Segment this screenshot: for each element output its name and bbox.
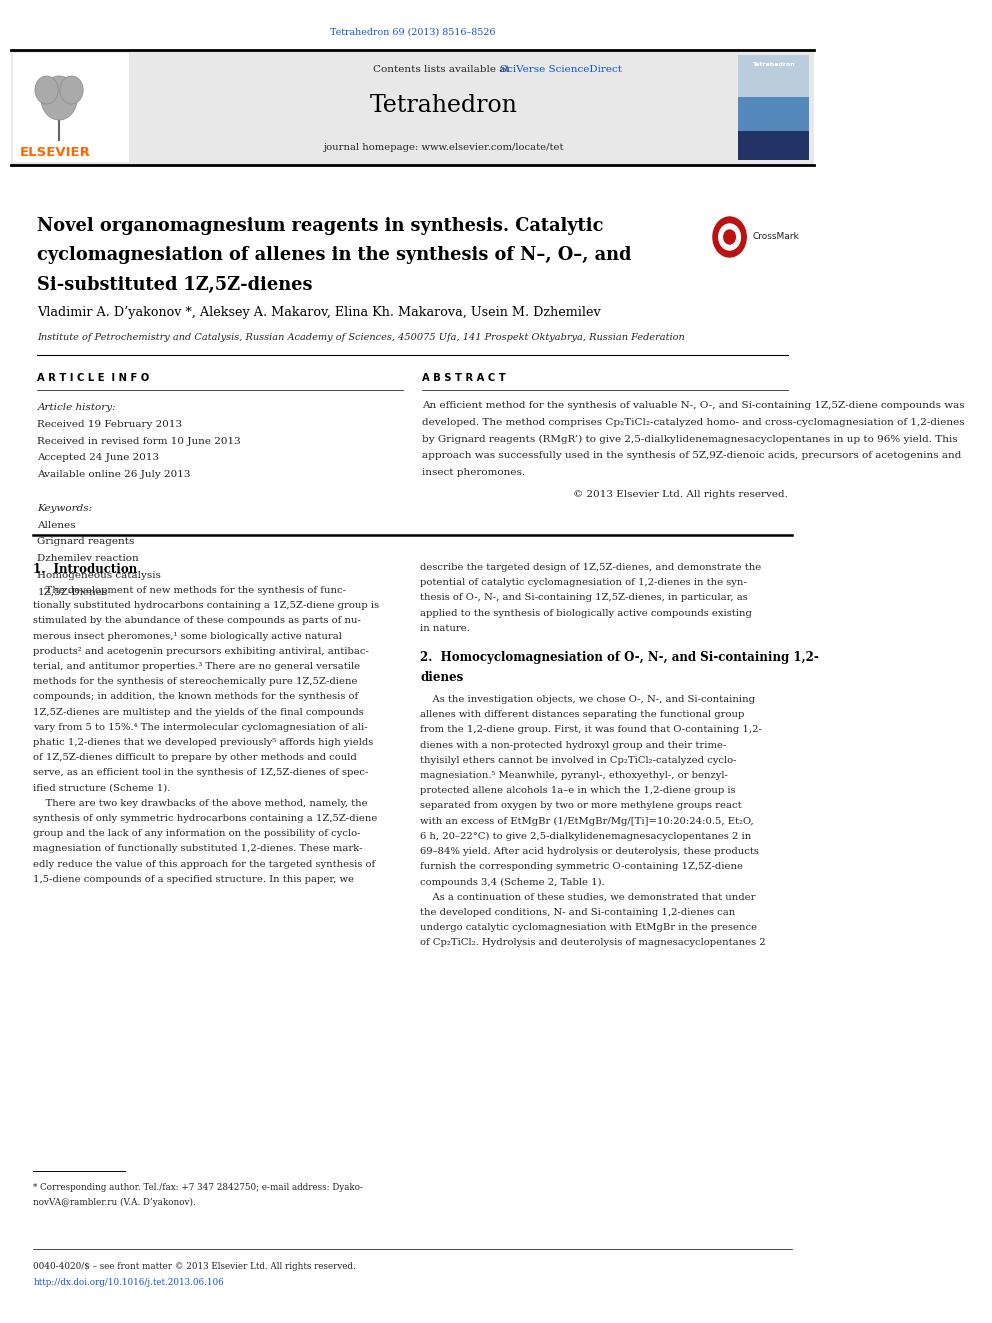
Circle shape <box>713 217 746 257</box>
Text: terial, and antitumor properties.³ There are no general versatile: terial, and antitumor properties.³ There… <box>34 662 360 671</box>
Text: edly reduce the value of this approach for the targeted synthesis of: edly reduce the value of this approach f… <box>34 860 376 869</box>
Text: serve, as an efficient tool in the synthesis of 1Z,5Z-dienes of spec-: serve, as an efficient tool in the synth… <box>34 769 369 778</box>
Text: Received 19 February 2013: Received 19 February 2013 <box>38 419 183 429</box>
Text: methods for the synthesis of stereochemically pure 1Z,5Z-diene: methods for the synthesis of stereochemi… <box>34 677 358 687</box>
Text: approach was successfully used in the synthesis of 5Z,9Z-dienoic acids, precurso: approach was successfully used in the sy… <box>422 451 961 460</box>
Text: As the investigation objects, we chose O-, N-, and Si-containing: As the investigation objects, we chose O… <box>421 695 755 704</box>
Text: Contents lists available at: Contents lists available at <box>373 66 513 74</box>
Text: insect pheromones.: insect pheromones. <box>422 468 525 478</box>
Circle shape <box>719 224 740 250</box>
Text: potential of catalytic cyclomagnesiation of 1,2-dienes in the syn-: potential of catalytic cyclomagnesiation… <box>421 578 747 587</box>
Text: http://dx.doi.org/10.1016/j.tet.2013.06.106: http://dx.doi.org/10.1016/j.tet.2013.06.… <box>34 1278 224 1287</box>
Text: Keywords:: Keywords: <box>38 504 92 513</box>
Text: Allenes: Allenes <box>38 520 76 529</box>
Text: Vladimir A. D’yakonov *, Aleksey A. Makarov, Elina Kh. Makarova, Usein M. Dzhemi: Vladimir A. D’yakonov *, Aleksey A. Maka… <box>38 306 601 319</box>
Text: 69–84% yield. After acid hydrolysis or deuterolysis, these products: 69–84% yield. After acid hydrolysis or d… <box>421 847 759 856</box>
Text: journal homepage: www.elsevier.com/locate/tet: journal homepage: www.elsevier.com/locat… <box>323 143 564 152</box>
Text: compounds; in addition, the known methods for the synthesis of: compounds; in addition, the known method… <box>34 692 358 701</box>
Text: describe the targeted design of 1Z,5Z-dienes, and demonstrate the: describe the targeted design of 1Z,5Z-di… <box>421 564 762 572</box>
Text: © 2013 Elsevier Ltd. All rights reserved.: © 2013 Elsevier Ltd. All rights reserved… <box>573 490 788 499</box>
Text: CrossMark: CrossMark <box>752 233 799 242</box>
Text: 1.  Introduction: 1. Introduction <box>34 564 138 576</box>
Text: * Corresponding author. Tel./fax: +7 347 2842750; e-mail address: Dyako-: * Corresponding author. Tel./fax: +7 347… <box>34 1183 363 1192</box>
Text: The development of new methods for the synthesis of func-: The development of new methods for the s… <box>34 586 346 595</box>
Text: products² and acetogenin precursors exhibiting antiviral, antibac-: products² and acetogenin precursors exhi… <box>34 647 369 656</box>
Text: with an excess of EtMgBr (1/EtMgBr/Mg/[Ti]=10:20:24:0.5, Et₂O,: with an excess of EtMgBr (1/EtMgBr/Mg/[T… <box>421 816 754 826</box>
Text: by Grignard reagents (RMgR’) to give 2,5-dialkylidenemagnesacyclopentanes in up : by Grignard reagents (RMgR’) to give 2,5… <box>422 434 957 443</box>
Text: Homogeneous catalysis: Homogeneous catalysis <box>38 572 162 579</box>
Text: vary from 5 to 15%.⁴ The intermolecular cyclomagnesiation of ali-: vary from 5 to 15%.⁴ The intermolecular … <box>34 722 368 732</box>
Text: There are two key drawbacks of the above method, namely, the: There are two key drawbacks of the above… <box>34 799 368 808</box>
Text: furnish the corresponding symmetric O-containing 1Z,5Z-diene: furnish the corresponding symmetric O-co… <box>421 863 743 872</box>
Text: from the 1,2-diene group. First, it was found that O-containing 1,2-: from the 1,2-diene group. First, it was … <box>421 725 762 734</box>
Circle shape <box>35 75 59 105</box>
Circle shape <box>60 75 83 105</box>
Bar <box>738 56 808 97</box>
Text: Si-substituted 1Z,5Z-dienes: Si-substituted 1Z,5Z-dienes <box>38 277 312 294</box>
Text: dienes with a non-protected hydroxyl group and their trime-: dienes with a non-protected hydroxyl gro… <box>421 741 726 750</box>
Text: phatic 1,2-dienes that we developed previously⁵ affords high yields: phatic 1,2-dienes that we developed prev… <box>34 738 374 747</box>
Text: Accepted 24 June 2013: Accepted 24 June 2013 <box>38 454 160 463</box>
Bar <box>11 50 814 165</box>
Text: novVA@rambler.ru (V.A. D’yakonov).: novVA@rambler.ru (V.A. D’yakonov). <box>34 1199 196 1207</box>
Text: of 1Z,5Z-dienes difficult to prepare by other methods and could: of 1Z,5Z-dienes difficult to prepare by … <box>34 753 357 762</box>
Text: 1Z,5Z-dienes are multistep and the yields of the final compounds: 1Z,5Z-dienes are multistep and the yield… <box>34 708 364 717</box>
Text: in nature.: in nature. <box>421 624 470 632</box>
Text: magnesiation.⁵ Meanwhile, pyranyl-, ethoxyethyl-, or benzyl-: magnesiation.⁵ Meanwhile, pyranyl-, etho… <box>421 771 728 781</box>
Text: A R T I C L E  I N F O: A R T I C L E I N F O <box>38 373 150 382</box>
Text: As a continuation of these studies, we demonstrated that under: As a continuation of these studies, we d… <box>421 893 756 901</box>
Text: thyisilyl ethers cannot be involved in Cp₂TiCl₂-catalyzed cyclo-: thyisilyl ethers cannot be involved in C… <box>421 755 737 765</box>
Text: separated from oxygen by two or more methylene groups react: separated from oxygen by two or more met… <box>421 802 742 811</box>
Text: 6 h, 20–22°C) to give 2,5-dialkylidenemagnesacyclopentanes 2 in: 6 h, 20–22°C) to give 2,5-dialkylidenema… <box>421 832 751 841</box>
Text: synthesis of only symmetric hydrocarbons containing a 1Z,5Z-diene: synthesis of only symmetric hydrocarbons… <box>34 814 378 823</box>
Text: Institute of Petrochemistry and Catalysis, Russian Academy of Sciences, 450075 U: Institute of Petrochemistry and Catalysi… <box>38 333 685 343</box>
Text: the developed conditions, N- and Si-containing 1,2-dienes can: the developed conditions, N- and Si-cont… <box>421 908 735 917</box>
Text: A B S T R A C T: A B S T R A C T <box>422 373 506 382</box>
Text: of Cp₂TiCl₂. Hydrolysis and deuterolysis of magnesacyclopentanes 2: of Cp₂TiCl₂. Hydrolysis and deuterolysis… <box>421 938 766 947</box>
Text: Grignard reagents: Grignard reagents <box>38 537 135 546</box>
Text: magnesiation of functionally substituted 1,2-dienes. These mark-: magnesiation of functionally substituted… <box>34 844 363 853</box>
Circle shape <box>724 230 735 243</box>
Text: Dzhemilev reaction: Dzhemilev reaction <box>38 554 139 564</box>
Text: compounds 3,4 (Scheme 2, Table 1).: compounds 3,4 (Scheme 2, Table 1). <box>421 877 605 886</box>
Text: allenes with different distances separating the functional group: allenes with different distances separat… <box>421 710 744 720</box>
Text: dienes: dienes <box>421 671 463 684</box>
Text: Received in revised form 10 June 2013: Received in revised form 10 June 2013 <box>38 437 241 446</box>
Text: 2.  Homocyclomagnesiation of O-, N-, and Si-containing 1,2-: 2. Homocyclomagnesiation of O-, N-, and … <box>421 651 818 664</box>
Text: SciVerse ScienceDirect: SciVerse ScienceDirect <box>500 66 622 74</box>
Text: Novel organomagnesium reagents in synthesis. Catalytic: Novel organomagnesium reagents in synthe… <box>38 217 604 235</box>
Text: merous insect pheromones,¹ some biologically active natural: merous insect pheromones,¹ some biologic… <box>34 631 342 640</box>
Circle shape <box>41 75 77 120</box>
Text: Tetrahedron: Tetrahedron <box>370 94 518 116</box>
Text: protected allene alcohols 1a–e in which the 1,2-diene group is: protected allene alcohols 1a–e in which … <box>421 786 736 795</box>
Text: ELSEVIER: ELSEVIER <box>20 146 91 159</box>
Text: stimulated by the abundance of these compounds as parts of nu-: stimulated by the abundance of these com… <box>34 617 361 626</box>
Text: applied to the synthesis of biologically active compounds existing: applied to the synthesis of biologically… <box>421 609 752 618</box>
Text: 1,5-diene compounds of a specified structure. In this paper, we: 1,5-diene compounds of a specified struc… <box>34 875 354 884</box>
Text: An efficient method for the synthesis of valuable N-, O-, and Si-containing 1Z,5: An efficient method for the synthesis of… <box>422 401 964 410</box>
Text: 1Z,5Z-Dienes: 1Z,5Z-Dienes <box>38 587 108 597</box>
Text: Available online 26 July 2013: Available online 26 July 2013 <box>38 470 190 479</box>
Text: group and the lack of any information on the possibility of cyclo-: group and the lack of any information on… <box>34 830 361 839</box>
Text: Tetrahedron: Tetrahedron <box>752 62 795 67</box>
Bar <box>13 53 129 161</box>
Text: tionally substituted hydrocarbons containing a 1Z,5Z-diene group is: tionally substituted hydrocarbons contai… <box>34 601 379 610</box>
Bar <box>738 131 808 160</box>
Text: Tetrahedron 69 (2013) 8516–8526: Tetrahedron 69 (2013) 8516–8526 <box>330 28 495 37</box>
Text: cyclomagnesiation of allenes in the synthesis of N–, O–, and: cyclomagnesiation of allenes in the synt… <box>38 246 632 265</box>
Text: 0040-4020/$ – see front matter © 2013 Elsevier Ltd. All rights reserved.: 0040-4020/$ – see front matter © 2013 El… <box>34 1262 356 1271</box>
Text: undergo catalytic cyclomagnesiation with EtMgBr in the presence: undergo catalytic cyclomagnesiation with… <box>421 923 757 931</box>
Text: developed. The method comprises Cp₂TiCl₂-catalyzed homo- and cross-cyclomagnesia: developed. The method comprises Cp₂TiCl₂… <box>422 418 964 427</box>
Text: thesis of O-, N-, and Si-containing 1Z,5Z-dienes, in particular, as: thesis of O-, N-, and Si-containing 1Z,5… <box>421 594 748 602</box>
Bar <box>738 56 808 160</box>
Text: ified structure (Scheme 1).: ified structure (Scheme 1). <box>34 783 171 792</box>
Text: Article history:: Article history: <box>38 404 116 411</box>
